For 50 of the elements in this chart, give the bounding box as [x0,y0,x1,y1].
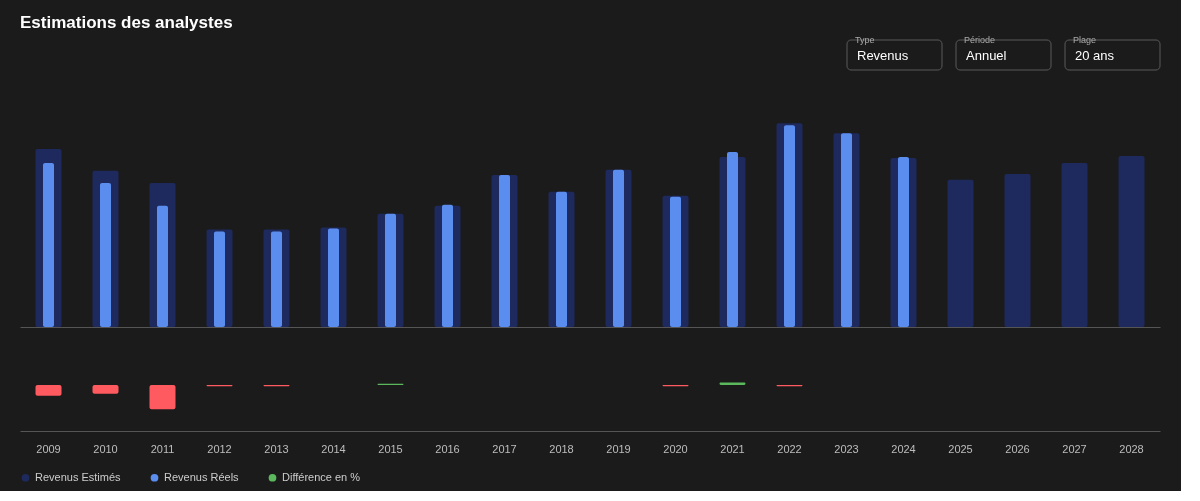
x-tick-label: 2015 [378,442,403,455]
x-tick-label: 2022 [777,442,802,455]
bar [841,133,852,327]
x-tick-label: 2011 [150,442,175,455]
legend-label: Revenus Réels [164,470,240,483]
bar [1061,162,1088,327]
x-tick-label: 2017 [492,442,517,455]
x-tick-label: 2012 [207,442,232,455]
bar [499,174,510,327]
bar [100,182,111,327]
bar [328,228,339,327]
x-tick-label: 2024 [891,442,916,455]
bar [613,169,624,327]
legend-label: Revenus Estimés [35,470,122,483]
x-tick-label: 2028 [1119,442,1144,455]
bar [442,204,453,327]
bar [271,231,282,327]
bar [43,162,54,327]
x-tick-label: 2014 [321,442,346,455]
x-tick-label: 2021 [720,442,745,455]
text: Période [964,35,996,45]
text: Plage [1073,35,1097,45]
x-tick-label: 2027 [1062,442,1087,455]
bar [898,156,909,327]
bar [670,196,681,327]
text: Revenus [857,48,909,63]
x-tick-label: 2025 [948,442,973,455]
x-tick-label: 2019 [606,442,631,455]
text: Type [855,35,875,45]
legend-label: Différence en % [282,470,361,483]
x-tick-label: 2016 [435,442,460,455]
x-tick-label: 2023 [834,442,859,455]
bar [947,179,974,327]
chart-title: Estimations des analystes [20,13,233,32]
bar [214,231,225,327]
x-tick-label: 2013 [264,442,289,455]
x-tick-label: 2026 [1005,442,1030,455]
x-tick-label: 2020 [663,442,688,455]
text: Annuel [966,48,1007,63]
x-tick-label: 2018 [549,442,574,455]
bar [556,191,567,327]
bar [157,205,168,327]
bar [385,213,396,327]
x-tick-label: 2009 [36,442,61,455]
bar [727,151,738,327]
bar [784,125,795,327]
bar [1004,173,1031,327]
x-tick-label: 2010 [93,442,118,455]
text: 20 ans [1075,48,1115,63]
bar [1118,155,1145,327]
